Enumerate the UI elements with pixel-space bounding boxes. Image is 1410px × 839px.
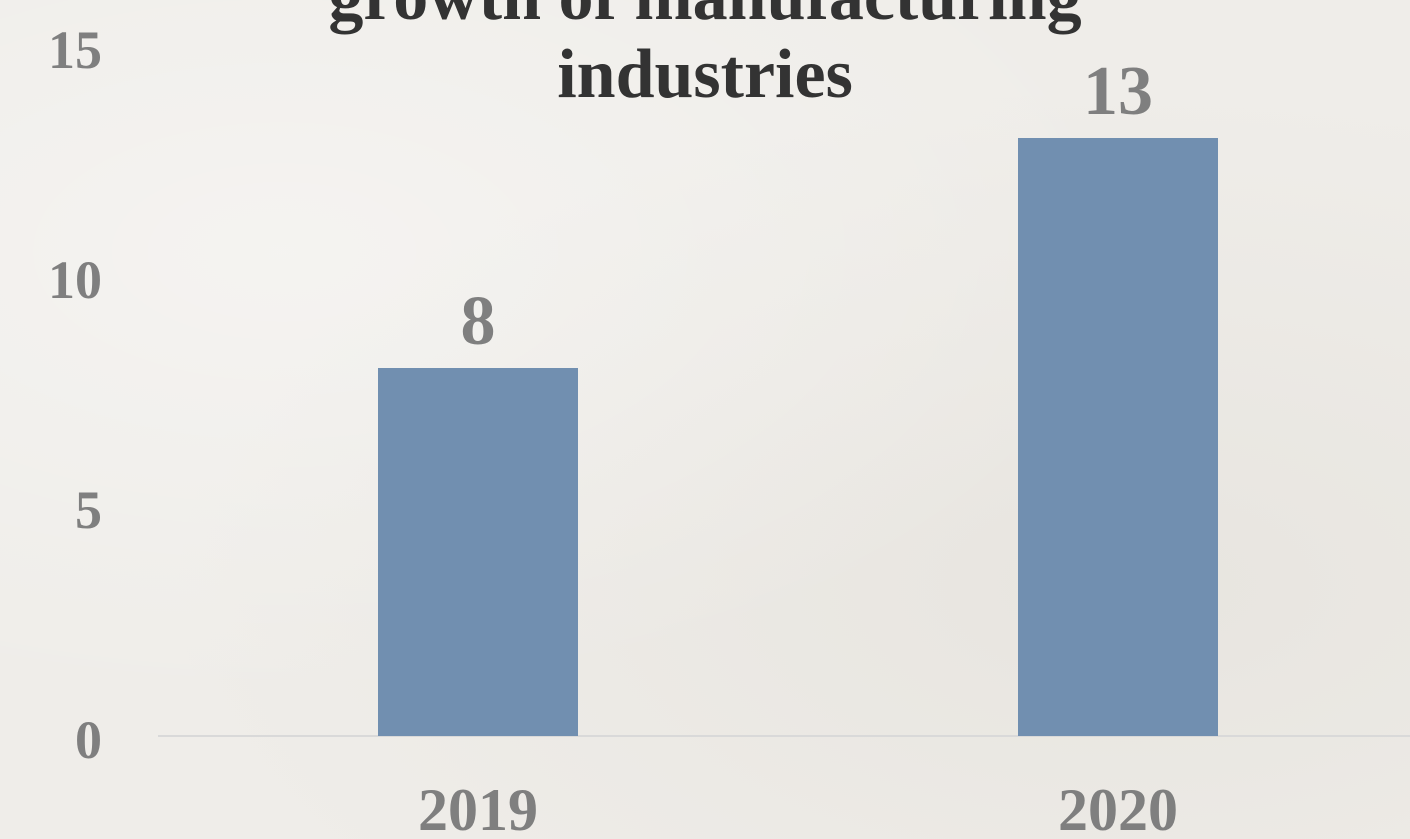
x-tick-label: 2020 bbox=[1058, 777, 1178, 839]
chart-title-line-2: industries bbox=[557, 36, 853, 113]
chart-title-line-1: growth of manufacturing bbox=[0, 0, 1410, 32]
y-tick-label: 10 bbox=[48, 250, 102, 310]
y-tick-label: 15 bbox=[48, 20, 102, 80]
bar-2020 bbox=[1018, 138, 1218, 736]
y-tick-label: 0 bbox=[75, 710, 102, 770]
data-label: 13 bbox=[1083, 53, 1153, 130]
data-label: 8 bbox=[461, 283, 496, 360]
y-tick-label: 5 bbox=[75, 480, 102, 540]
bar-2019 bbox=[378, 368, 578, 736]
x-tick-label: 2019 bbox=[418, 777, 538, 839]
